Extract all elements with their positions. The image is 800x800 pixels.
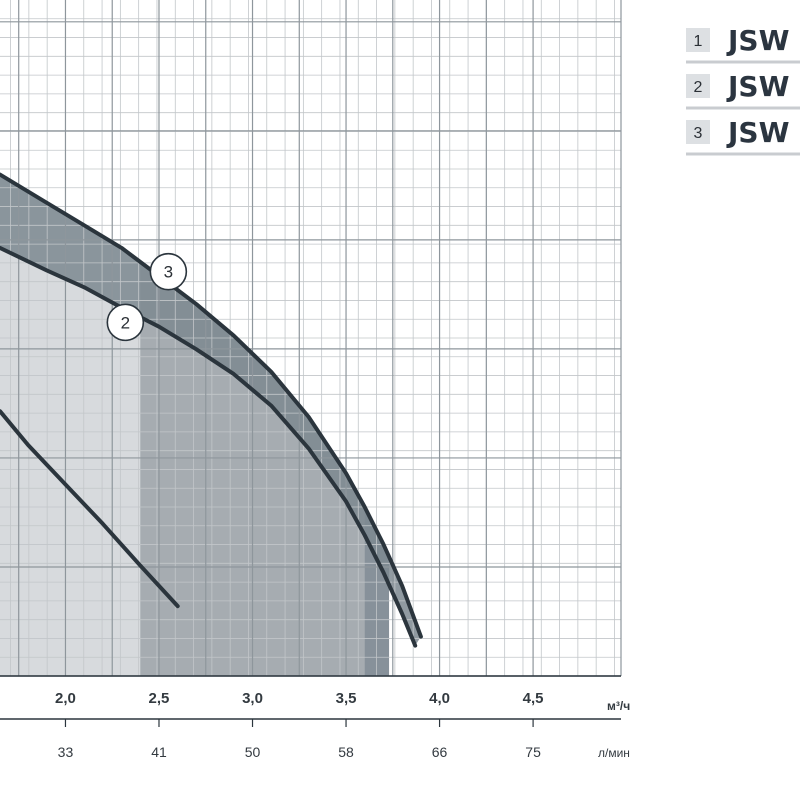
x-tick-label-secondary: 75 xyxy=(525,744,541,760)
x-tick-label-primary: 2,0 xyxy=(55,690,76,707)
x-tick-label-secondary: 33 xyxy=(58,744,74,760)
curve-badge-label-3: 3 xyxy=(164,263,173,282)
x-tick-label-primary: 4,5 xyxy=(523,690,544,707)
x-axis: 2,0 33 2,5 41 3,0 50 3,5 58 4,0 66 4,5 75 м³/ч л/мин xyxy=(0,675,630,760)
major-grid xyxy=(0,0,622,677)
legend-label-3: JSW xyxy=(726,116,790,149)
curve-1 xyxy=(0,409,180,609)
x-tick-label-secondary: 58 xyxy=(338,744,354,760)
x-unit-primary: м³/ч xyxy=(607,699,630,713)
x-tick-label-secondary: 41 xyxy=(151,744,167,760)
legend-number-3: 3 xyxy=(694,125,703,142)
curve-2 xyxy=(0,245,418,648)
above-curve-mask xyxy=(0,0,421,637)
pump-curves xyxy=(0,172,423,648)
x-tick-label-primary: 3,5 xyxy=(336,690,357,707)
x-unit-secondary: л/мин xyxy=(598,746,630,760)
legend: 1 JSW 2 JSW 3 JSW xyxy=(686,24,800,156)
legend-label-1: JSW xyxy=(726,24,790,57)
x-tick-label-primary: 3,0 xyxy=(242,690,263,707)
legend-swatch-2 xyxy=(686,74,710,98)
legend-number-1: 1 xyxy=(694,33,703,50)
legend-swatch-1 xyxy=(686,28,710,52)
curve-band-2-3 xyxy=(0,174,421,646)
curve-badge-3 xyxy=(149,252,188,291)
legend-swatch-3 xyxy=(686,120,710,144)
curve-badge-label-2: 2 xyxy=(121,313,130,332)
x-tick-label-secondary: 66 xyxy=(432,744,448,760)
x-tick-label-primary: 2,5 xyxy=(149,690,170,707)
legend-number-2: 2 xyxy=(694,79,703,96)
x-tick-label-secondary: 50 xyxy=(245,744,261,760)
curve-badges: 23 xyxy=(106,252,188,342)
curve-badge-2 xyxy=(106,303,145,342)
x-tick-label-primary: 4,0 xyxy=(429,690,450,707)
legend-label-2: JSW xyxy=(726,70,790,103)
curve-3 xyxy=(0,172,423,639)
